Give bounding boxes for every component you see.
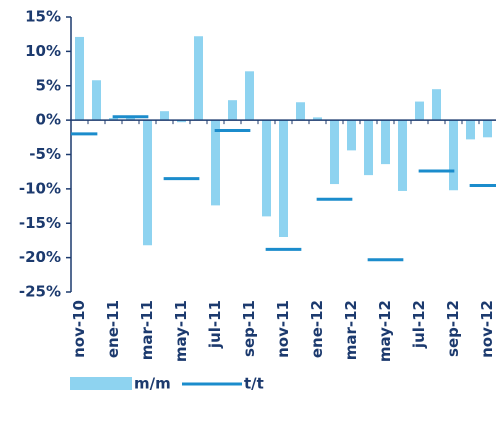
x-tick-label: sep-12 bbox=[444, 300, 462, 357]
bar bbox=[364, 120, 373, 176]
x-tick-label: nov-12 bbox=[478, 300, 496, 358]
x-tick-label: sep-11 bbox=[240, 300, 258, 357]
bar bbox=[211, 120, 220, 206]
bar bbox=[330, 120, 339, 185]
bar bbox=[160, 111, 169, 121]
x-tick-label: mar-11 bbox=[138, 300, 156, 360]
y-tick-label: -10% bbox=[19, 179, 61, 197]
y-tick-label: -25% bbox=[19, 283, 61, 301]
bar bbox=[262, 120, 271, 217]
bar bbox=[143, 120, 152, 246]
y-tick-label: -20% bbox=[19, 248, 61, 266]
x-tick-label: may-12 bbox=[376, 300, 394, 362]
x-tick-label: ene-12 bbox=[308, 300, 326, 358]
bar bbox=[466, 120, 475, 140]
bar bbox=[296, 102, 305, 121]
bar bbox=[483, 120, 492, 138]
legend-label: m/m bbox=[134, 375, 171, 393]
bar bbox=[126, 116, 135, 121]
y-tick-label: 5% bbox=[36, 76, 61, 94]
bar bbox=[381, 120, 390, 165]
y-tick-label: 0% bbox=[36, 111, 61, 129]
bar bbox=[194, 36, 203, 121]
bar bbox=[228, 100, 237, 121]
bar bbox=[245, 71, 254, 121]
legend-label: t/t bbox=[244, 375, 264, 393]
x-tick-label: nov-10 bbox=[70, 300, 88, 358]
bar bbox=[109, 118, 118, 121]
bar bbox=[449, 120, 458, 191]
bar bbox=[177, 120, 186, 123]
bar bbox=[347, 120, 356, 151]
bar bbox=[398, 120, 407, 191]
x-tick-label: mar-12 bbox=[342, 300, 360, 360]
y-tick-label: -15% bbox=[19, 214, 61, 232]
bar bbox=[313, 117, 322, 121]
x-tick-label: jul-12 bbox=[410, 300, 428, 349]
bar bbox=[432, 89, 441, 121]
legend-swatch bbox=[70, 377, 132, 390]
bar bbox=[415, 101, 424, 121]
y-tick-label: 10% bbox=[25, 42, 61, 60]
x-tick-label: nov-11 bbox=[274, 300, 292, 358]
y-tick-label: 15% bbox=[25, 8, 61, 26]
x-tick-label: ene-11 bbox=[104, 300, 122, 358]
bar bbox=[279, 120, 288, 237]
x-tick-label: jul-11 bbox=[206, 300, 224, 349]
bar bbox=[75, 36, 84, 121]
x-tick-label: may-11 bbox=[172, 300, 190, 362]
bar bbox=[92, 80, 101, 121]
y-tick-label: -5% bbox=[29, 145, 61, 163]
